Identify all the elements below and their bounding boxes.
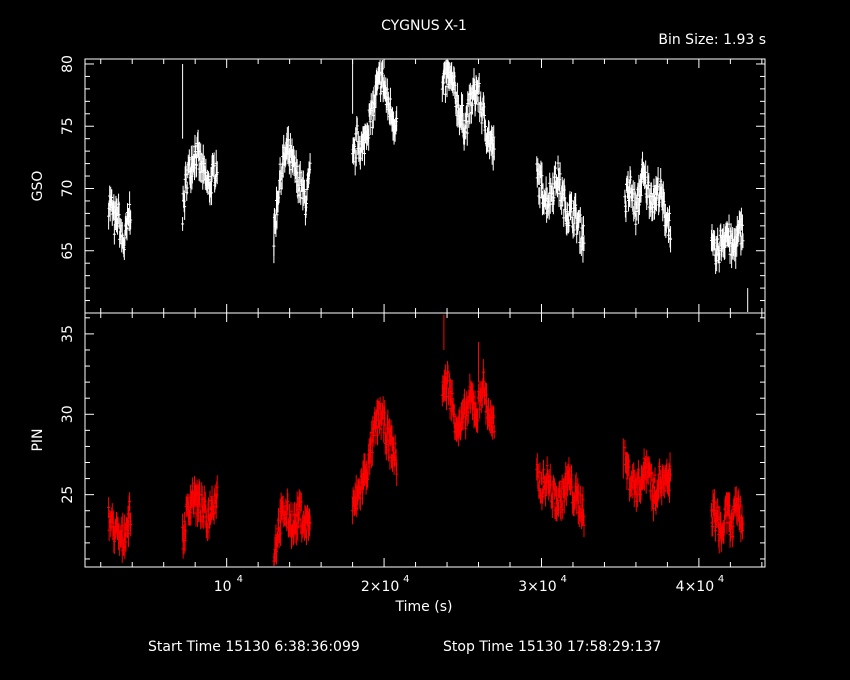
y-tick-label: 75 [60, 117, 76, 135]
time-x-axis: 10 4 2×10 4 3×10 4 4×10 4 [100, 59, 763, 595]
x-tick-label: 4×10 [676, 579, 714, 595]
pin-series [107, 314, 745, 566]
chart-title: CYGNUS X-1 [381, 18, 467, 34]
y-tick-label: 65 [60, 242, 76, 260]
pin-panel: 25 30 35 PIN [30, 312, 766, 568]
pin-ylabel: PIN [30, 428, 46, 451]
gso-ylabel: GSO [30, 171, 46, 202]
y-tick-label: 70 [60, 180, 76, 198]
x-tick-label: 10 [214, 579, 232, 595]
x-tick-exponent: 4 [560, 574, 566, 585]
y-tick-label: 80 [60, 55, 76, 73]
pin-axes: 25 30 35 [60, 317, 765, 560]
y-tick-label: 25 [60, 486, 76, 504]
pin-plot-frame [84, 312, 766, 568]
gso-panel: 65 70 75 80 GSO [30, 55, 766, 314]
stop-time-label: Stop Time 15130 17:58:29:137 [443, 639, 661, 655]
start-time-label: Start Time 15130 6:38:36:099 [148, 639, 360, 655]
x-tick-exponent: 4 [237, 574, 243, 585]
x-tick-exponent: 4 [403, 574, 409, 585]
gso-axes: 65 70 75 80 [60, 55, 765, 314]
y-tick-label: 30 [60, 405, 76, 423]
y-tick-label: 35 [60, 325, 76, 343]
x-tick-label: 3×10 [518, 579, 556, 595]
gso-series [107, 60, 749, 312]
x-tick-exponent: 4 [718, 574, 724, 585]
bin-size-label: Bin Size: 1.93 s [658, 32, 766, 48]
x-tick-label: 2×10 [361, 579, 399, 595]
x-axis-label: Time (s) [395, 599, 453, 615]
